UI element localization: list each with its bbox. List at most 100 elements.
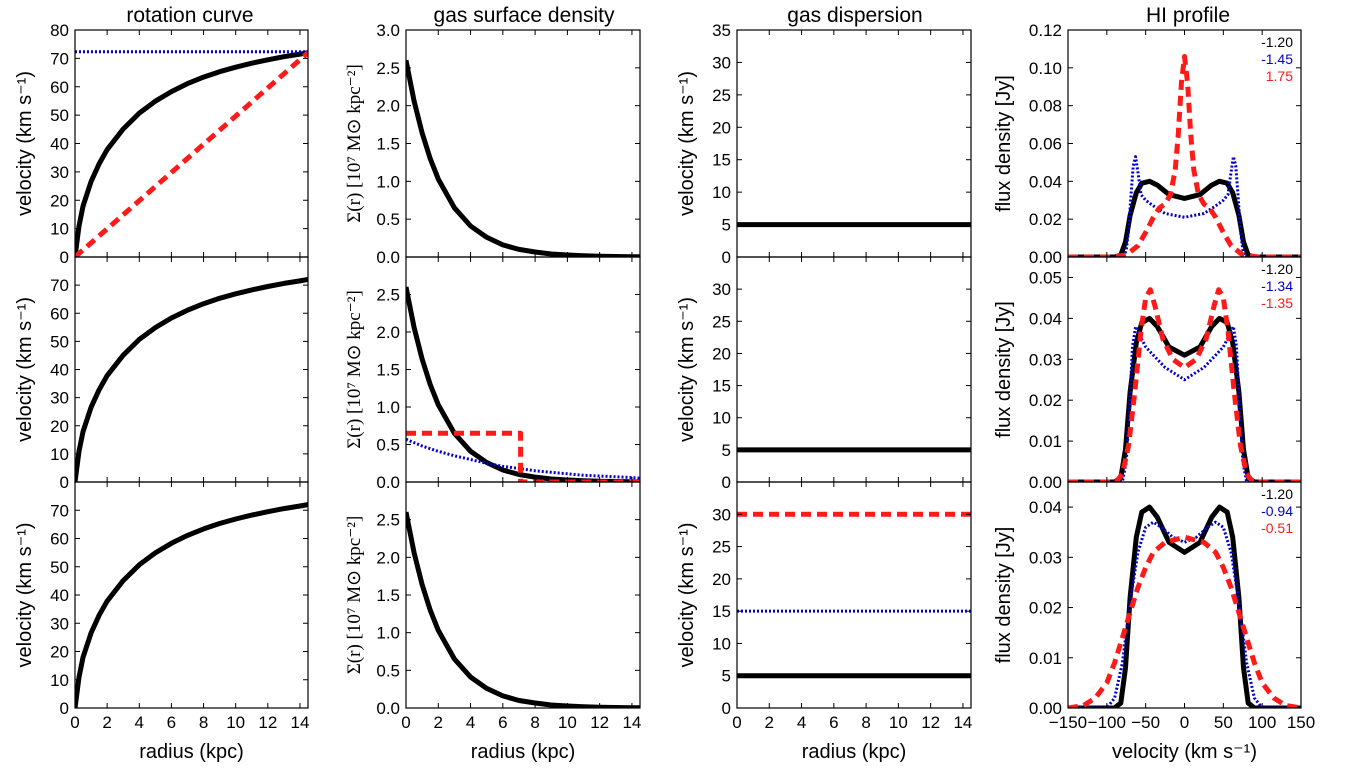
y-tick-label: 0.02: [1029, 210, 1062, 229]
y-tick-label: 0.03: [1029, 350, 1062, 369]
annotation-label: 1.75: [1266, 68, 1293, 84]
x-tick-label: 0: [732, 713, 741, 732]
x-tick-label: −50: [1131, 713, 1160, 732]
y-axis-label: velocity (km s⁻¹): [14, 71, 36, 216]
x-tick-label: 12: [258, 713, 277, 732]
series-group: [1068, 287, 1301, 482]
y-tick-label: 80: [50, 21, 69, 40]
y-tick-label: 2.5: [376, 286, 400, 305]
annotation-label: -1.20: [1261, 261, 1293, 277]
series-group: [1068, 54, 1301, 257]
y-tick-label: 30: [50, 389, 69, 408]
y-tick-label: 2.0: [376, 97, 400, 116]
annotation-label: -1.20: [1261, 34, 1293, 50]
column-title-hi-profile: HI profile: [1146, 4, 1230, 27]
x-tick-label: 4: [135, 713, 144, 732]
x-tick-label: 4: [797, 713, 806, 732]
y-tick-label: 30: [712, 280, 731, 299]
x-tick-label: 2: [434, 713, 443, 732]
x-tick-label: 2: [765, 713, 774, 732]
series-line-black-solid: [75, 50, 308, 257]
panel-disp-1: 0 5 10 15 20 25 30 velocity (km s⁻¹): [676, 256, 972, 492]
series-line-black-solid: [1068, 178, 1301, 257]
y-tick-label: 0.01: [1029, 649, 1062, 668]
y-axis-label: flux density [Jy]: [993, 527, 1015, 664]
y-tick-label: 60: [50, 530, 69, 549]
series-group: [1068, 504, 1301, 708]
y-tick-label: 0.04: [1029, 309, 1062, 328]
y-tick-label: 0.5: [376, 436, 400, 455]
axes-frame: [405, 481, 641, 709]
series-line-black-solid: [406, 59, 640, 257]
y-tick-label: 0.10: [1029, 59, 1062, 78]
y-tick-label: 20: [50, 191, 69, 210]
y-axis-label: velocity (km s⁻¹): [676, 297, 698, 442]
y-tick-label: 20: [712, 570, 731, 589]
annotation-label: -1.20: [1261, 486, 1293, 502]
axes-frame: [736, 481, 972, 709]
y-tick-label: 0: [60, 699, 69, 718]
y-tick-label: 20: [50, 643, 69, 662]
annotation-label: -1.35: [1261, 295, 1293, 311]
x-tick-label: −100: [1088, 713, 1126, 732]
y-tick-label: 5: [722, 667, 731, 686]
x-axis-label: radius (kpc): [471, 741, 575, 763]
x-tick-label: 6: [167, 713, 176, 732]
x-tick-label: 8: [530, 713, 539, 732]
series-group: [737, 511, 971, 679]
panel-rot-0: 0 10 20 30 40 50 60 70 80 velocity (km s⁻¹): [14, 21, 309, 267]
y-tick-label: 10: [712, 634, 731, 653]
series-group: [75, 502, 308, 708]
y-axis-label: velocity (km s⁻¹): [14, 297, 36, 442]
series-line-red-dashed: [75, 50, 308, 257]
series-line-black-solid: [1068, 315, 1301, 482]
column-title-gas-dispersion: gas dispersion: [787, 4, 922, 27]
y-tick-label: 30: [712, 53, 731, 72]
y-tick-label: 20: [712, 118, 731, 137]
y-tick-label: 50: [50, 558, 69, 577]
series-line-red-dashed: [1068, 287, 1301, 482]
y-tick-label: 25: [712, 86, 731, 105]
panel-sig-0: 0.0 0.5 1.0 1.5 2.0 2.5 3.0 Σ(r) [10⁷ M⊙ kpc⁻²]: [344, 21, 641, 267]
series-line-blue-dotted: [1068, 520, 1301, 708]
y-tick-label: 0.0: [376, 699, 400, 718]
x-tick-label: 0: [1180, 713, 1189, 732]
panel-disp-0: 0 5 10 15 20 25 30 35 velocity (km s⁻¹): [676, 21, 972, 267]
series-group: [406, 286, 640, 482]
y-tick-label: 70: [50, 501, 69, 520]
y-axis-label: velocity (km s⁻¹): [676, 523, 698, 668]
panel-hi-0: 0.00 0.02 0.04 0.06 0.08 0.10 0.12 flux density…: [993, 21, 1302, 267]
y-tick-label: 1.5: [376, 586, 400, 605]
y-tick-label: 70: [50, 276, 69, 295]
series-group: [75, 50, 308, 257]
y-tick-label: 0: [722, 248, 731, 267]
y-tick-label: 2.0: [376, 548, 400, 567]
panel-hi-2: 0.00 0.01 0.02 0.03 0.04 −150 −100 −50 0 50 100 150…: [993, 481, 1315, 763]
series-group: [406, 59, 640, 257]
annotation-label: -0.94: [1261, 503, 1293, 519]
series-line-black-solid: [406, 511, 640, 708]
series-line-black-solid: [75, 277, 308, 482]
y-tick-label: 10: [50, 445, 69, 464]
y-tick-label: 25: [712, 312, 731, 331]
y-tick-label: 30: [50, 614, 69, 633]
y-axis-label: flux density [Jy]: [993, 301, 1015, 438]
y-tick-label: 5: [722, 441, 731, 460]
y-tick-label: 20: [50, 417, 69, 436]
x-tick-label: 50: [1214, 713, 1233, 732]
x-tick-label: 6: [498, 713, 507, 732]
panel-sig-1: 0.0 0.5 1.0 1.5 2.0 2.5 Σ(r) [10⁷ M⊙ kpc⁻²]: [344, 256, 641, 492]
annotation-label: -1.34: [1261, 278, 1293, 294]
panel-rot-2: 0 10 20 30 40 50 60 70 0 2 4 6 8 10 12 14 velocity (km s…: [14, 481, 309, 763]
x-tick-label: −150: [1049, 713, 1087, 732]
panel-hi-1: 0.00 0.01 0.02 0.03 0.04 0.05 flux density [Jy…: [993, 256, 1302, 492]
x-tick-label: 12: [921, 713, 940, 732]
y-tick-label: 15: [712, 602, 731, 621]
y-tick-label: 3.0: [376, 21, 400, 40]
x-tick-label: 4: [466, 713, 475, 732]
y-tick-label: 40: [50, 135, 69, 154]
y-tick-label: 1.5: [376, 135, 400, 154]
y-tick-label: 2.0: [376, 323, 400, 342]
x-tick-label: 0: [70, 713, 79, 732]
